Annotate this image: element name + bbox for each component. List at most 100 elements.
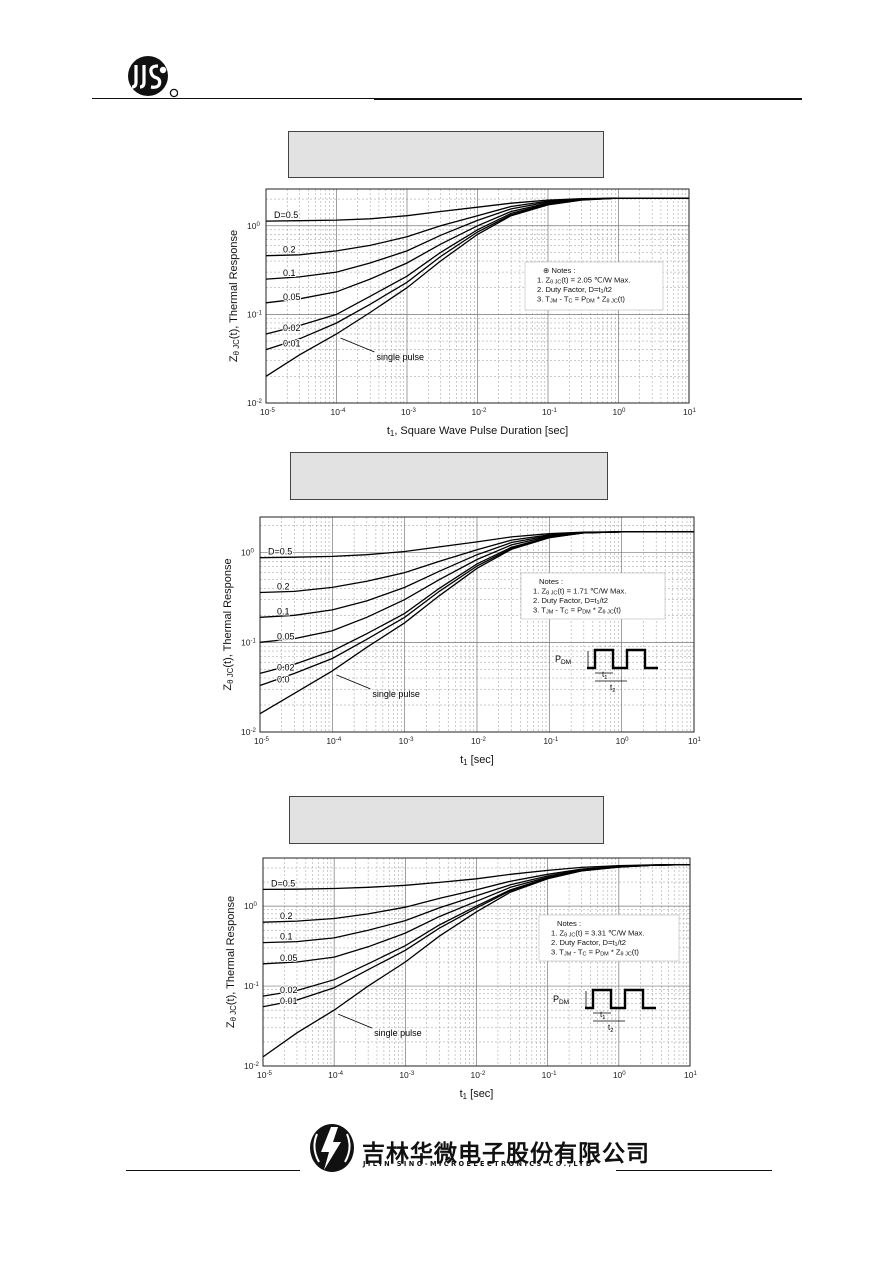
series-label: 0.2 xyxy=(280,911,293,921)
series-label: 0.0 xyxy=(277,675,290,685)
x-tick-label: 10-2 xyxy=(472,407,488,417)
x-tick-label: 10-3 xyxy=(399,1070,415,1080)
y-tick-label: 100 xyxy=(247,221,260,231)
single-pulse-pointer xyxy=(340,337,375,353)
y-tick-label: 10-1 xyxy=(241,637,257,647)
series-label: D=0.5 xyxy=(271,878,295,888)
t2-label: t2 xyxy=(608,1023,613,1034)
x-tick-label: 10-3 xyxy=(399,736,415,746)
x-tick-label: 10-4 xyxy=(328,1070,344,1080)
y-tick-label: 10-2 xyxy=(247,398,263,408)
pulse-waveform xyxy=(585,988,656,1010)
pdm-label: PDM xyxy=(553,994,569,1006)
plot-frame xyxy=(259,516,695,733)
x-axis-label: t1 [sec] xyxy=(460,1088,494,1101)
x-tick-label: 10-3 xyxy=(401,407,417,417)
x-tick-label: 100 xyxy=(616,736,629,746)
company-logo-icon xyxy=(126,56,179,98)
series-label: 0.05 xyxy=(283,292,301,302)
notes-line-2: 2. Duty Factor, D=t1/t2 xyxy=(533,596,608,606)
x-tick-label: 10-4 xyxy=(331,407,347,417)
x-tick-label: 100 xyxy=(613,407,626,417)
plot-frame xyxy=(262,857,691,1067)
series-label: 0.2 xyxy=(277,581,290,591)
y-tick-label: 10-2 xyxy=(244,1061,260,1071)
x-tick-label: 101 xyxy=(683,407,696,417)
x-tick-label: 10-5 xyxy=(254,736,270,746)
series-label: D=0.5 xyxy=(268,547,292,557)
series-label: 0.1 xyxy=(280,932,293,942)
series-line-single-pulse xyxy=(259,531,694,715)
y-tick-label: 10-1 xyxy=(244,981,260,991)
pdm-label: PDM xyxy=(555,654,571,666)
x-axis-label: t1 [sec] xyxy=(460,754,494,767)
chart-1-title-box xyxy=(288,131,604,178)
notes-box xyxy=(520,572,666,620)
series-label: 0.2 xyxy=(283,245,296,255)
sino-lightning-logo-icon xyxy=(307,1122,357,1174)
series-label-single-pulse: single pulse xyxy=(374,1028,422,1038)
notes-line-2: 2. Duty Factor, D=t1/t2 xyxy=(551,938,626,948)
x-tick-label: 101 xyxy=(684,1070,697,1080)
chart-2-title-box xyxy=(290,452,608,500)
x-tick-label: 10-5 xyxy=(257,1070,273,1080)
series-label: 0.02 xyxy=(283,323,301,333)
y-tick-label: 10-1 xyxy=(247,309,263,319)
y-axis-label: Zθ JC(t), Thermal Response xyxy=(222,558,235,690)
series-label: 0.01 xyxy=(283,339,301,349)
series-label: 0.05 xyxy=(277,631,295,641)
notes-line-3: 3. TJM - TC = PDM * Zθ JC(t) xyxy=(537,295,625,305)
company-name-english: JILIN SINO-MICROELECTRONICS CO.,LTD xyxy=(363,1160,594,1168)
chart-1: 10-5 10-4 10-3 10-2 10-1 100 101 10-2 10-1 100 D=0… xyxy=(228,188,696,438)
y-tick-label: 100 xyxy=(244,901,257,911)
x-tick-label: 100 xyxy=(613,1070,626,1080)
x-tick-label: 10-5 xyxy=(260,407,276,417)
series-line-single-pulse xyxy=(265,197,689,377)
notes-line-0: ⊕ Notes : xyxy=(543,266,576,275)
notes-box xyxy=(538,914,680,962)
company-name-chinese: 吉林华微电子股份有限公司 xyxy=(362,1141,650,1167)
x-tick-label: 10-2 xyxy=(471,736,487,746)
single-pulse-pointer xyxy=(338,1013,373,1029)
series-label: 0.05 xyxy=(280,953,298,963)
x-tick-label: 10-1 xyxy=(543,736,559,746)
chart-3-title-box xyxy=(289,796,604,844)
notes-line-1: 1. Zθ JC(t) = 1.71 ℃/W Max. xyxy=(533,587,626,597)
footer-rule-right xyxy=(616,1170,772,1171)
t1-label: t1 xyxy=(600,1010,605,1021)
notes-line-0: Notes : xyxy=(539,577,563,586)
series-label: 0.1 xyxy=(277,606,290,616)
x-tick-label: 10-4 xyxy=(326,736,342,746)
x-axis-label: t1, Square Wave Pulse Duration [sec] xyxy=(387,425,568,438)
notes-line-0: Notes : xyxy=(557,919,581,928)
chart-2: 10-5 10-4 10-3 10-2 10-1 100 101 10-2 10-1 100 D=0… xyxy=(222,516,701,767)
x-tick-label: 10-2 xyxy=(471,1070,487,1080)
y-tick-label: 100 xyxy=(241,548,254,558)
series-label: 0.02 xyxy=(280,985,298,995)
notes-line-3: 3. TJM - TC = PDM * Zθ JC(t) xyxy=(533,606,621,616)
notes-line-1: 1. Zθ JC(t) = 3.31 ℃/W Max. xyxy=(551,929,644,939)
x-tick-label: 10-1 xyxy=(542,1070,558,1080)
series-label-single-pulse: single pulse xyxy=(372,689,420,699)
t2-label: t2 xyxy=(610,683,615,694)
series-label: 0.01 xyxy=(280,996,298,1006)
x-tick-label: 10-1 xyxy=(542,407,558,417)
pulse-waveform xyxy=(587,648,658,670)
series-label: D=0.5 xyxy=(274,210,298,220)
y-axis-label: Zθ JC(t), Thermal Response xyxy=(225,896,238,1028)
y-axis-label: Zθ JC(t), Thermal Response xyxy=(228,230,241,362)
chart-3: 10-5 10-4 10-3 10-2 10-1 100 101 10-2 10-1 100 D=0… xyxy=(225,857,697,1101)
header-rule-right xyxy=(374,98,802,100)
single-pulse-pointer xyxy=(336,674,371,690)
notes-box xyxy=(524,261,664,311)
x-tick-label: 101 xyxy=(688,736,701,746)
notes-line-2: 2. Duty Factor, D=t1/t2 xyxy=(537,285,612,295)
series-label: 0.1 xyxy=(283,268,296,278)
series-label-single-pulse: single pulse xyxy=(377,352,425,362)
plot-frame xyxy=(265,188,690,404)
t1-label: t1 xyxy=(602,670,607,681)
header-rule-left xyxy=(92,98,374,99)
footer-rule-left xyxy=(126,1170,300,1171)
series-label: 0.02 xyxy=(277,662,295,672)
